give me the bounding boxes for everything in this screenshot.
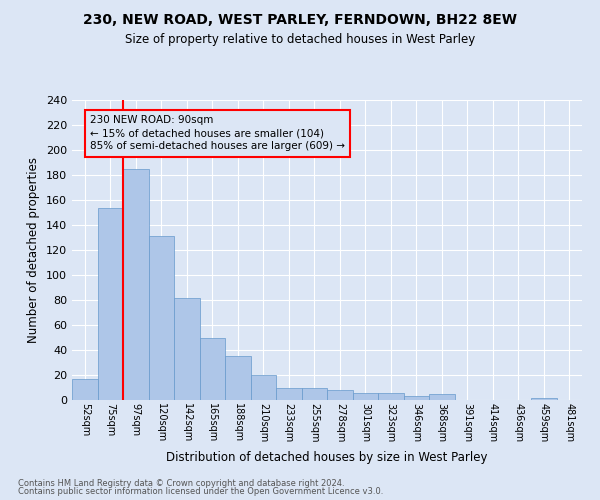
Text: Contains HM Land Registry data © Crown copyright and database right 2024.: Contains HM Land Registry data © Crown c… <box>18 478 344 488</box>
Bar <box>199 338 225 400</box>
Bar <box>404 396 429 400</box>
Bar <box>276 388 302 400</box>
Text: 230, NEW ROAD, WEST PARLEY, FERNDOWN, BH22 8EW: 230, NEW ROAD, WEST PARLEY, FERNDOWN, BH… <box>83 12 517 26</box>
Bar <box>251 375 276 400</box>
Text: Contains public sector information licensed under the Open Government Licence v3: Contains public sector information licen… <box>18 487 383 496</box>
Bar <box>225 356 251 400</box>
Bar <box>72 379 97 400</box>
Bar <box>353 392 378 400</box>
Bar <box>123 169 149 400</box>
Bar <box>97 208 123 400</box>
Bar <box>302 388 327 400</box>
Bar <box>429 394 455 400</box>
X-axis label: Distribution of detached houses by size in West Parley: Distribution of detached houses by size … <box>166 450 488 464</box>
Text: 230 NEW ROAD: 90sqm
← 15% of detached houses are smaller (104)
85% of semi-detac: 230 NEW ROAD: 90sqm ← 15% of detached ho… <box>90 115 345 152</box>
Bar <box>174 298 199 400</box>
Text: Size of property relative to detached houses in West Parley: Size of property relative to detached ho… <box>125 32 475 46</box>
Bar <box>378 392 404 400</box>
Y-axis label: Number of detached properties: Number of detached properties <box>28 157 40 343</box>
Bar <box>531 398 557 400</box>
Bar <box>149 236 174 400</box>
Bar <box>327 390 353 400</box>
